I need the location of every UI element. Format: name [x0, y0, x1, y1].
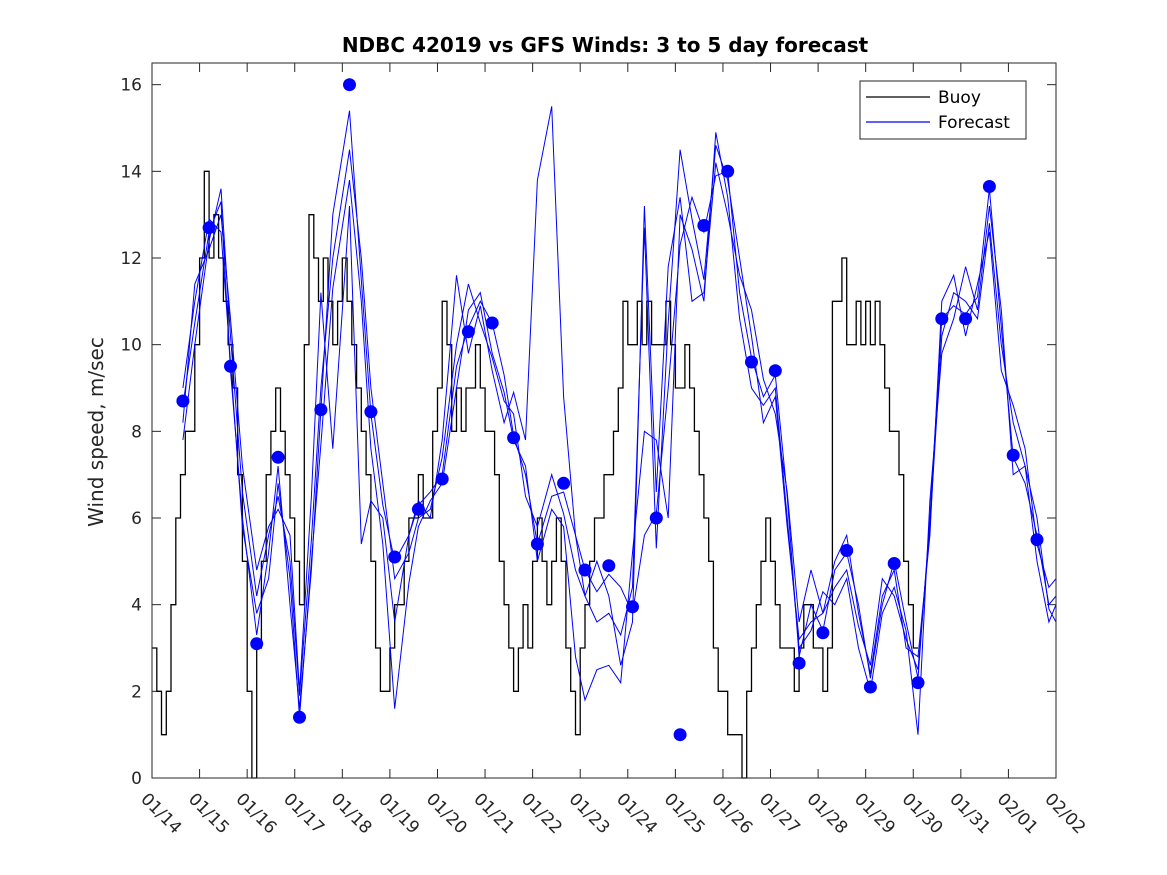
- forecast-marker: [626, 600, 639, 614]
- forecast-marker: [250, 637, 264, 651]
- forecast-series: [182, 106, 1057, 735]
- forecast-marker: [745, 355, 758, 369]
- y-tick-label: 2: [131, 682, 142, 702]
- forecast-marker: [578, 563, 592, 577]
- x-tick-label: 01/20: [422, 789, 471, 838]
- axis-ticks: [151, 63, 1057, 779]
- x-tick-label: 01/26: [707, 789, 756, 838]
- x-tick-label: 01/25: [660, 789, 709, 838]
- y-tick-label: 4: [131, 596, 142, 616]
- forecast-marker: [388, 550, 402, 564]
- forecast-marker: [792, 656, 806, 670]
- forecast-marker: [364, 405, 378, 419]
- forecast-marker: [507, 431, 521, 445]
- x-tick-label: 01/27: [755, 789, 804, 838]
- buoy-line: [152, 170, 918, 779]
- x-tick-label: 01/19: [374, 789, 423, 838]
- forecast-marker: [602, 559, 616, 573]
- x-tick-label: 01/22: [517, 789, 566, 838]
- forecast-line-4: [182, 106, 1057, 692]
- x-tick-label: 01/21: [470, 789, 519, 838]
- x-tick-label: 02/01: [993, 789, 1042, 838]
- x-tick-labels: 01/1401/1501/1601/1701/1801/1901/2001/21…: [136, 789, 1089, 838]
- x-tick-label: 01/17: [279, 789, 328, 838]
- forecast-markers: [176, 78, 1044, 742]
- forecast-marker: [768, 364, 782, 378]
- x-tick-label: 02/02: [1040, 789, 1089, 838]
- x-tick-label: 01/23: [565, 789, 614, 838]
- forecast-marker: [911, 676, 925, 690]
- forecast-line-1: [182, 110, 1057, 709]
- x-tick-label: 01/30: [898, 789, 947, 838]
- y-tick-label: 14: [120, 162, 142, 182]
- x-tick-label: 01/15: [184, 789, 233, 838]
- y-tick-label: 12: [120, 249, 142, 269]
- forecast-marker: [411, 502, 425, 516]
- legend-forecast-label: Forecast: [938, 113, 1010, 133]
- forecast-marker: [935, 312, 949, 326]
- forecast-marker: [557, 476, 571, 490]
- x-tick-label: 01/28: [803, 789, 852, 838]
- y-tick-label: 16: [120, 76, 142, 96]
- forecast-marker: [202, 221, 216, 235]
- forecast-marker: [461, 325, 475, 339]
- forecast-marker: [887, 557, 901, 570]
- plot-area: [152, 78, 1057, 779]
- y-tick-label: 8: [131, 422, 142, 442]
- forecast-marker: [224, 359, 237, 373]
- forecast-marker: [1030, 533, 1044, 547]
- y-tick-label: 6: [131, 509, 142, 529]
- forecast-marker: [649, 511, 663, 525]
- forecast-marker: [343, 78, 356, 92]
- forecast-marker: [271, 450, 285, 464]
- forecast-line-3: [182, 132, 1057, 735]
- forecast-marker: [673, 728, 687, 742]
- y-tick-label: 0: [131, 769, 142, 789]
- x-tick-label: 01/24: [612, 789, 661, 838]
- x-tick-label: 01/16: [232, 789, 281, 838]
- forecast-marker: [530, 537, 544, 551]
- forecast-marker: [982, 180, 996, 193]
- forecast-marker: [1006, 448, 1020, 462]
- y-axis-label: Wind speed, m/sec: [84, 337, 108, 527]
- y-tick-label: 10: [120, 336, 142, 356]
- x-tick-label: 01/31: [945, 789, 994, 838]
- x-tick-label: 01/14: [136, 789, 185, 838]
- forecast-marker: [721, 164, 735, 178]
- x-tick-label: 01/18: [327, 789, 376, 838]
- legend: Buoy Forecast: [859, 80, 1027, 140]
- forecast-marker: [816, 626, 830, 640]
- forecast-marker: [293, 710, 306, 724]
- chart-title: NDBC 42019 vs GFS Winds: 3 to 5 day fore…: [342, 33, 869, 57]
- forecast-marker: [959, 312, 973, 326]
- forecast-marker: [697, 219, 711, 232]
- forecast-marker: [840, 544, 854, 557]
- legend-buoy-label: Buoy: [938, 88, 981, 108]
- buoy-series: [152, 170, 918, 779]
- x-tick-label: 01/29: [850, 789, 899, 838]
- forecast-marker: [863, 680, 877, 694]
- y-tick-labels: 0 2 4 6 8 10 12 14 16: [120, 76, 142, 789]
- forecast-marker: [176, 394, 190, 408]
- forecast-marker: [485, 316, 499, 330]
- legend-box: [859, 80, 1027, 140]
- forecast-marker: [314, 403, 328, 417]
- forecast-marker: [435, 472, 449, 486]
- axes-box: [151, 62, 1057, 779]
